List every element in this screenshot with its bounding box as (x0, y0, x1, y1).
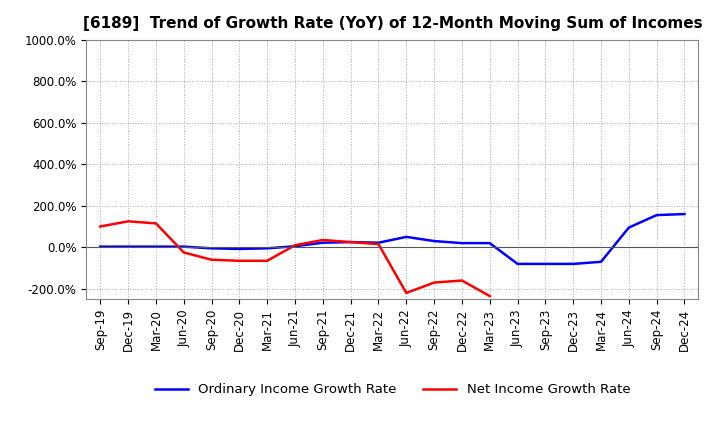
Ordinary Income Growth Rate (458, 241, 467, 246)
Net Income Growth Rate (124, 219, 132, 224)
Ordinary Income Growth Rate (597, 259, 606, 264)
Ordinary Income Growth Rate (235, 246, 243, 252)
Ordinary Income Growth Rate (652, 213, 661, 218)
Net Income Growth Rate (263, 258, 271, 264)
Ordinary Income Growth Rate (569, 261, 577, 267)
Net Income Growth Rate (96, 224, 104, 229)
Ordinary Income Growth Rate (291, 244, 300, 249)
Ordinary Income Growth Rate (624, 225, 633, 230)
Net Income Growth Rate (458, 278, 467, 283)
Ordinary Income Growth Rate (96, 244, 104, 249)
Line: Ordinary Income Growth Rate: Ordinary Income Growth Rate (100, 214, 685, 264)
Net Income Growth Rate (179, 250, 188, 255)
Ordinary Income Growth Rate (374, 240, 383, 246)
Legend: Ordinary Income Growth Rate, Net Income Growth Rate: Ordinary Income Growth Rate, Net Income … (149, 378, 636, 402)
Net Income Growth Rate (235, 258, 243, 264)
Ordinary Income Growth Rate (430, 238, 438, 244)
Ordinary Income Growth Rate (541, 261, 550, 267)
Net Income Growth Rate (374, 242, 383, 247)
Ordinary Income Growth Rate (485, 241, 494, 246)
Ordinary Income Growth Rate (263, 246, 271, 251)
Net Income Growth Rate (430, 280, 438, 285)
Ordinary Income Growth Rate (318, 240, 327, 246)
Net Income Growth Rate (346, 239, 355, 245)
Net Income Growth Rate (402, 290, 410, 296)
Ordinary Income Growth Rate (207, 246, 216, 251)
Line: Net Income Growth Rate: Net Income Growth Rate (100, 221, 490, 296)
Ordinary Income Growth Rate (179, 244, 188, 249)
Net Income Growth Rate (207, 257, 216, 262)
Ordinary Income Growth Rate (402, 234, 410, 239)
Ordinary Income Growth Rate (152, 244, 161, 249)
Net Income Growth Rate (318, 237, 327, 242)
Title: [6189]  Trend of Growth Rate (YoY) of 12-Month Moving Sum of Incomes: [6189] Trend of Growth Rate (YoY) of 12-… (83, 16, 702, 32)
Net Income Growth Rate (152, 221, 161, 226)
Net Income Growth Rate (291, 242, 300, 248)
Net Income Growth Rate (485, 293, 494, 299)
Ordinary Income Growth Rate (346, 239, 355, 245)
Ordinary Income Growth Rate (124, 244, 132, 249)
Ordinary Income Growth Rate (680, 211, 689, 216)
Ordinary Income Growth Rate (513, 261, 522, 267)
